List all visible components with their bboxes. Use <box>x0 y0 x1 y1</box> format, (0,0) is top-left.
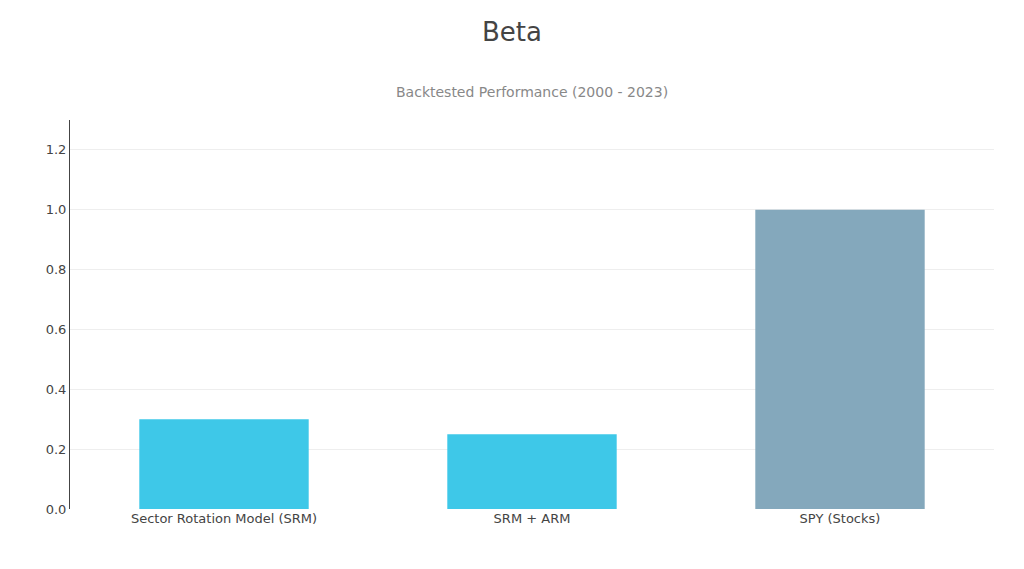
svg-text:0.4: 0.4 <box>46 382 67 397</box>
svg-text:0.6: 0.6 <box>46 322 67 337</box>
svg-text:0.8: 0.8 <box>46 262 67 277</box>
svg-text:SPY (Stocks): SPY (Stocks) <box>800 511 881 526</box>
svg-text:Backtested Performance (2000 -: Backtested Performance (2000 - 2023) <box>396 84 668 100</box>
svg-text:Beta: Beta <box>482 17 542 47</box>
svg-text:1.2: 1.2 <box>46 142 67 157</box>
svg-text:SRM + ARM: SRM + ARM <box>494 511 571 526</box>
svg-text:0.0: 0.0 <box>46 502 67 517</box>
svg-text:0.2: 0.2 <box>46 442 67 457</box>
svg-text:1.0: 1.0 <box>46 202 67 217</box>
svg-text:Sector Rotation Model (SRM): Sector Rotation Model (SRM) <box>131 511 317 526</box>
